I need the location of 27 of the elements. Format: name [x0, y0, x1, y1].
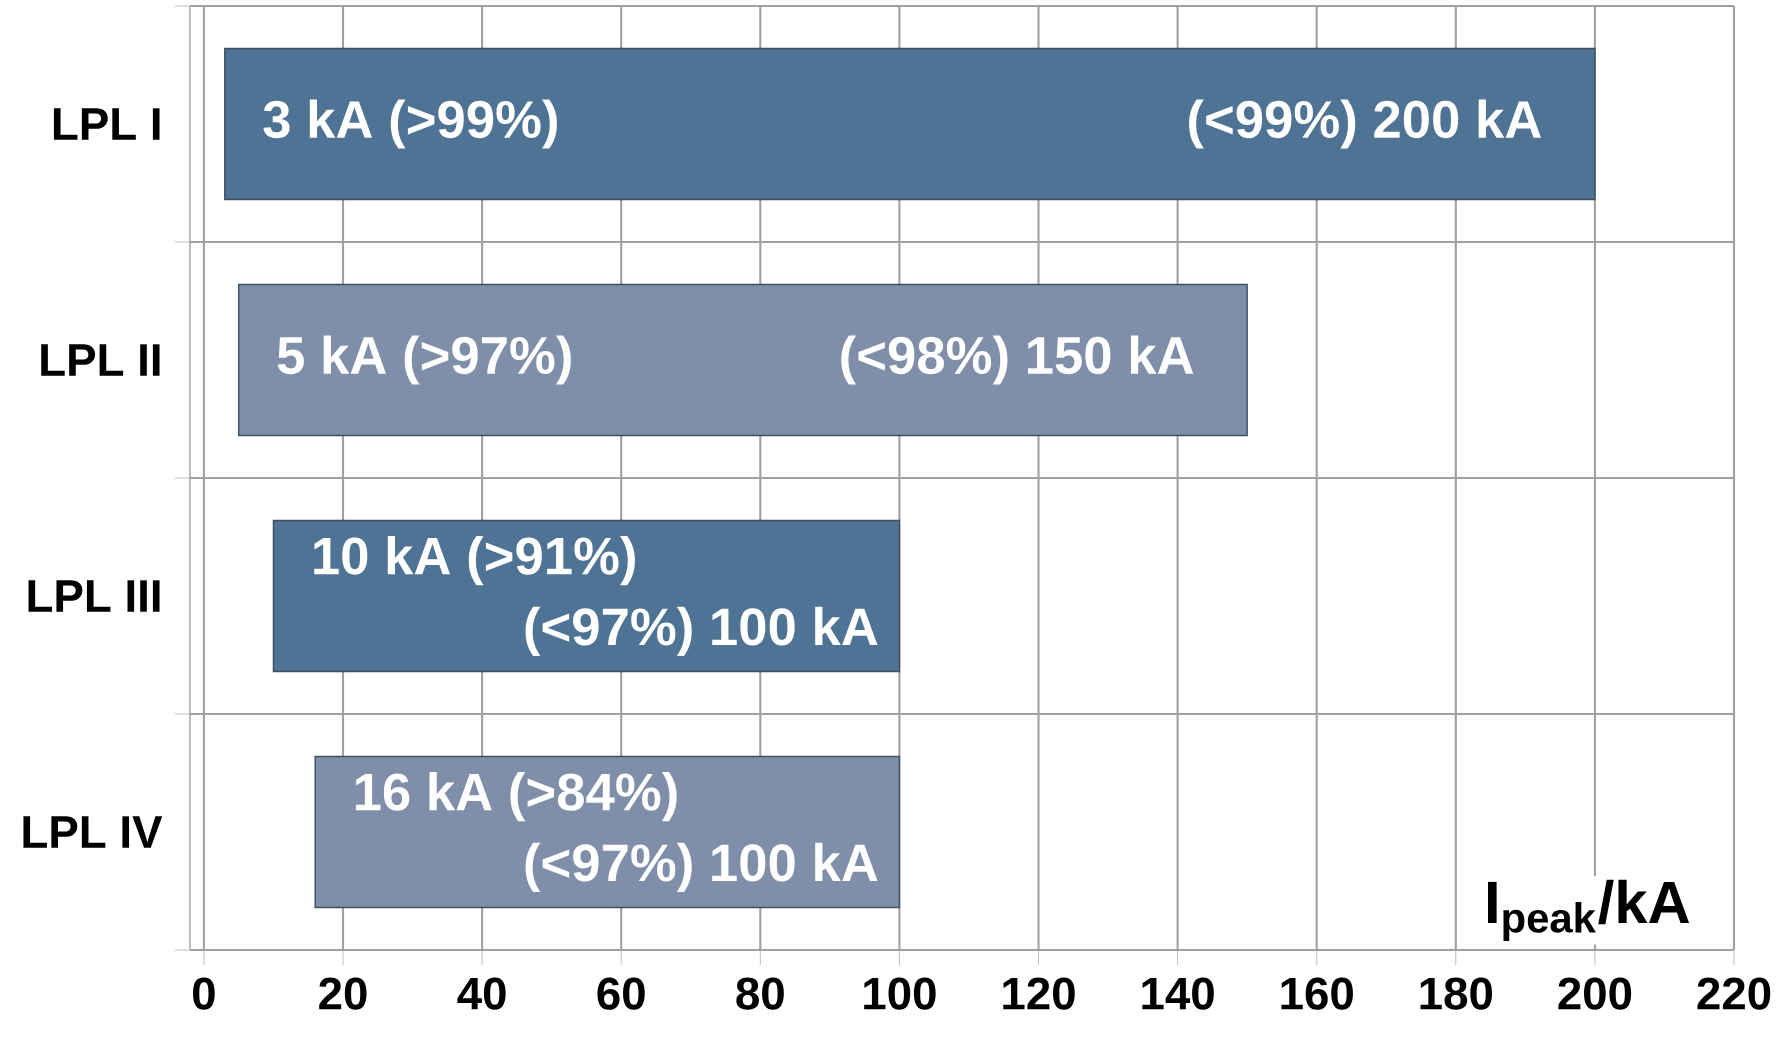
x-tick-label: 180 [1420, 977, 1493, 1010]
x-axis-title: I$_{peak}$/kA [1488, 879, 1690, 942]
bar [224, 47, 1596, 201]
x-tick-label: 160 [1281, 977, 1353, 1010]
annotation: (<97%) 100 kA [525, 606, 878, 656]
y-tick-label: LPL I [53, 108, 160, 140]
annotation: 10 kA (>91%) [314, 536, 635, 586]
x-tick-label: 120 [1003, 977, 1075, 1010]
annotation: 3 kA (>99%) [263, 99, 557, 149]
x-tick-label: 60 [597, 977, 645, 1010]
x-tick-label: 100 [864, 977, 936, 1010]
x-tick-label: 40 [457, 977, 506, 1010]
x-tick-label: 80 [736, 977, 784, 1010]
x-tick-label: 200 [1558, 977, 1632, 1010]
bar [237, 283, 1248, 437]
y-tick-label: LPL IV [23, 816, 163, 848]
annotation: 5 kA (>97%) [277, 335, 571, 385]
x-tick-label: 220 [1697, 977, 1771, 1010]
annotation: (<99%) 200 kA [1189, 99, 1541, 149]
x-tick-label: 140 [1142, 977, 1214, 1010]
x-tick-label: 0 [193, 977, 215, 1010]
annotation: (<98%) 150 kA [841, 335, 1194, 385]
y-tick-label: LPL II [41, 344, 160, 376]
annotation: 16 kA (>84%) [355, 772, 677, 822]
y-tick-label: LPL III [28, 580, 160, 612]
x-tick-label: 20 [319, 977, 367, 1010]
annotation: (<97%) 100 kA [525, 842, 878, 892]
